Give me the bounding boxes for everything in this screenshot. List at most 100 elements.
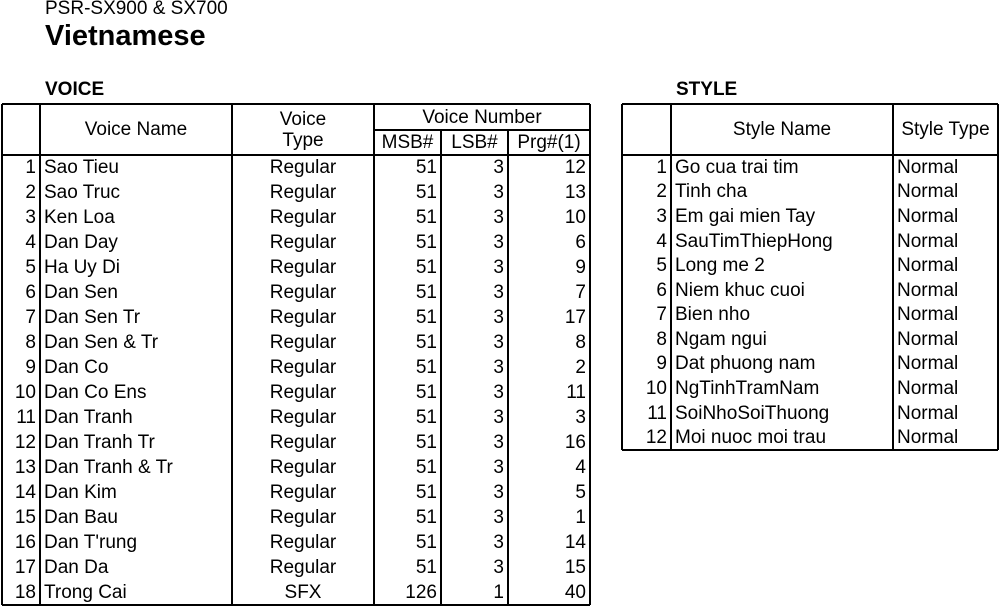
cell: 12 [14, 432, 36, 453]
cell: 8 [656, 328, 667, 350]
cell: 13 [564, 182, 586, 203]
title: Vietnamese [45, 20, 206, 52]
cell: Normal [897, 279, 959, 301]
cell: Regular [269, 557, 337, 578]
column-header: MSB# [381, 132, 434, 153]
cell: 3 [493, 357, 504, 378]
cell: 12 [645, 427, 667, 449]
style-heading: STYLE [676, 79, 738, 100]
cell: 3 [493, 407, 504, 428]
cell: 126 [405, 582, 437, 603]
cell: 7 [656, 304, 667, 326]
cell: 3 [493, 457, 504, 478]
cell: 51 [415, 332, 437, 353]
cell: Sao Tieu [44, 157, 119, 178]
cell: 51 [415, 282, 437, 303]
cell: Normal [897, 427, 959, 449]
cell: 1 [656, 156, 667, 178]
cell: 13 [14, 457, 36, 478]
cell: 3 [493, 282, 504, 303]
cell: 8 [575, 332, 586, 353]
cell: Regular [269, 532, 337, 553]
cell: SauTimThiepHong [675, 230, 833, 252]
cell: Dan Tranh Tr [44, 432, 155, 453]
cell: Regular [269, 232, 337, 253]
cell: 3 [493, 482, 504, 503]
cell: Regular [269, 482, 337, 503]
cell: 51 [415, 407, 437, 428]
cell: 51 [415, 232, 437, 253]
cell: Normal [897, 255, 959, 277]
cell: 3 [493, 532, 504, 553]
cell: Normal [897, 181, 959, 203]
cell: Normal [897, 156, 959, 178]
cell: Regular [269, 307, 337, 328]
cell: 3 [25, 207, 36, 228]
cell: 16 [564, 432, 586, 453]
cell: 4 [656, 230, 667, 252]
cell: Long me 2 [675, 255, 765, 277]
cell: 4 [575, 457, 586, 478]
cell: 16 [14, 532, 36, 553]
cell: Regular [269, 207, 337, 228]
cell: SFX [284, 582, 322, 603]
cell: Dan Day [44, 232, 118, 253]
cell: Ha Uy Di [44, 257, 121, 278]
cell: 2 [25, 182, 36, 203]
cell: 51 [415, 382, 437, 403]
cell: 18 [14, 582, 36, 603]
cell: Normal [897, 402, 959, 424]
cell: 3 [493, 307, 504, 328]
column-header: Voice Name [84, 119, 188, 140]
cell: Regular [269, 282, 337, 303]
cell: 3 [493, 432, 504, 453]
cell: 14 [14, 482, 36, 503]
cell: 17 [14, 557, 36, 578]
cell: 3 [493, 557, 504, 578]
cell: 51 [415, 207, 437, 228]
cell: 51 [415, 182, 437, 203]
cell: 51 [415, 482, 437, 503]
cell: 51 [415, 432, 437, 453]
cell: 14 [564, 532, 586, 553]
cell: 4 [25, 232, 36, 253]
cell: 3 [493, 507, 504, 528]
model: PSR-SX900 & SX700 [45, 0, 228, 19]
cell: Dan Sen & Tr [44, 332, 159, 353]
cell: 11 [566, 382, 586, 403]
cell: 6 [656, 279, 667, 301]
cell: 3 [493, 207, 504, 228]
cell: 3 [493, 232, 504, 253]
cell: Regular [269, 357, 337, 378]
column-header: Voice Type [279, 108, 327, 151]
cell: Regular [269, 457, 337, 478]
cell: Dan Tranh [44, 407, 133, 428]
cell: 12 [564, 157, 586, 178]
cell: 3 [493, 157, 504, 178]
cell: Tinh cha [675, 181, 748, 203]
cell: 9 [575, 257, 586, 278]
cell: Dan Bau [44, 507, 118, 528]
cell: 6 [25, 282, 36, 303]
cell: Normal [897, 304, 959, 326]
cell: 10 [645, 378, 667, 400]
cell: 51 [415, 257, 437, 278]
cell: 15 [564, 557, 586, 578]
cell: Normal [897, 378, 959, 400]
cell: 51 [415, 157, 437, 178]
cell: 3 [493, 257, 504, 278]
cell: Ngam ngui [675, 328, 767, 350]
cell: 51 [415, 457, 437, 478]
cell: 3 [493, 382, 504, 403]
cell: 3 [656, 205, 667, 227]
cell: Dan Sen [44, 282, 118, 303]
cell: Go cua trai tim [675, 156, 799, 178]
cell: Regular [269, 157, 337, 178]
cell: 2 [575, 357, 586, 378]
column-header: Voice Number [422, 106, 542, 128]
cell: Bien nho [675, 304, 751, 326]
cell: 3 [575, 407, 586, 428]
cell: 11 [647, 402, 667, 424]
cell: 51 [415, 507, 437, 528]
